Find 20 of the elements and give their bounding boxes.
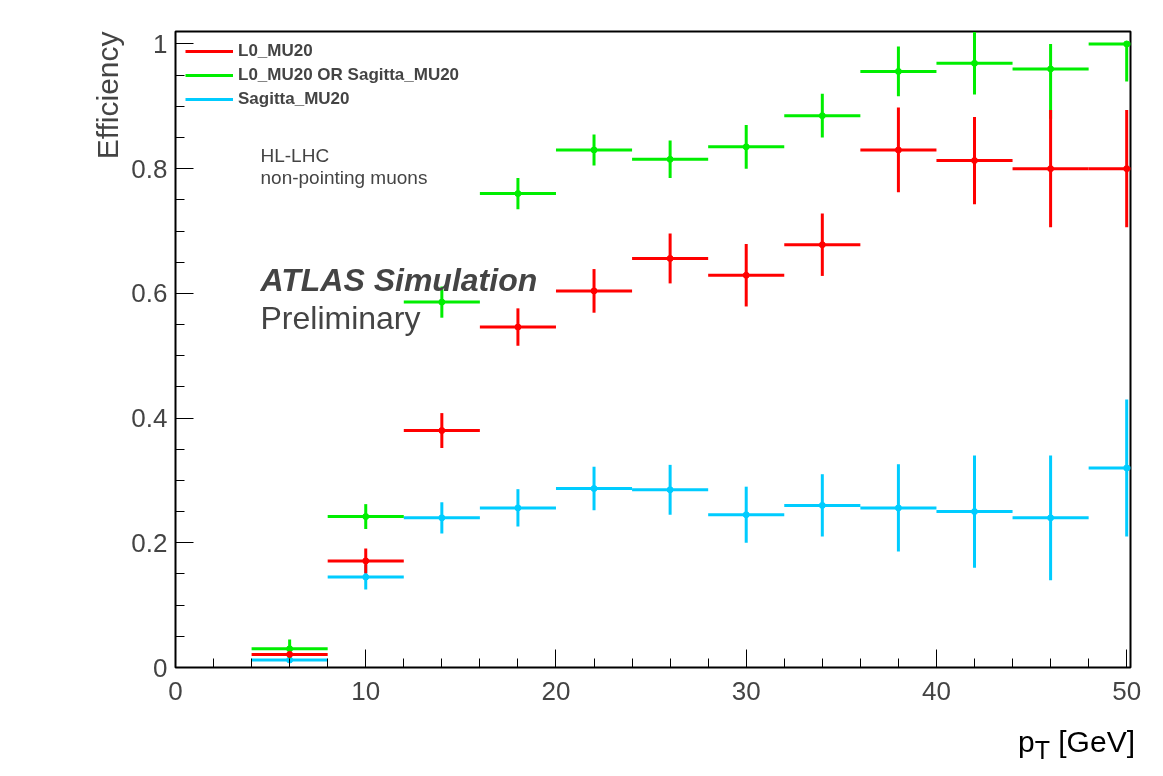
legend-label: Sagitta_MU20	[238, 89, 350, 109]
x-tick-label: 40	[922, 675, 951, 706]
annotation: non-pointing muons	[260, 167, 428, 189]
annotation: ATLAS Simulation	[259, 261, 538, 298]
legend-label: L0_MU20 OR Sagitta_MU20	[238, 65, 460, 85]
legend-label: L0_MU20	[238, 41, 313, 61]
y-tick-label: 0	[153, 652, 168, 683]
y-tick-label: 0.2	[131, 527, 168, 558]
x-tick-label: 10	[351, 675, 381, 706]
y-tick-label: 0.6	[131, 278, 168, 309]
y-tick-label: 1	[153, 28, 168, 59]
y-tick-label: 0.8	[131, 153, 168, 184]
y-tick-label: 0.4	[131, 403, 168, 434]
x-tick-label: 50	[1112, 675, 1142, 706]
x-axis-title: p$_{T}$ [GeV]	[1017, 724, 1135, 766]
annotation: Preliminary	[260, 299, 421, 336]
x-tick-label: 30	[731, 675, 761, 706]
y-axis-title: Efficiency	[90, 31, 124, 160]
annotation: HL-LHC	[260, 145, 330, 167]
x-tick-label: 20	[541, 675, 571, 706]
